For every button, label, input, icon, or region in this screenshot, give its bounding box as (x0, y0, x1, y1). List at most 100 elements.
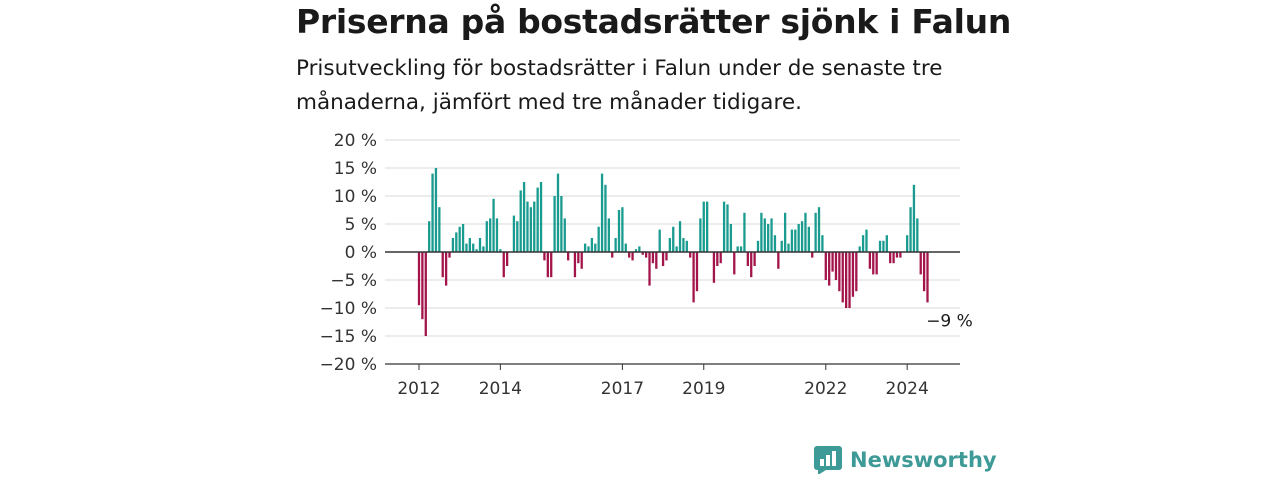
bar (428, 221, 431, 252)
bar (604, 184, 607, 252)
bar (794, 229, 797, 252)
bar (790, 229, 794, 252)
bar (434, 168, 438, 252)
bar (892, 252, 895, 264)
bar (468, 238, 471, 252)
y-axis: 20 % 15 % 10 % 5 % 0 % −5 % −10 % −15 % −20 % (320, 131, 377, 375)
bar (478, 238, 482, 252)
bar (767, 224, 770, 252)
bar (689, 252, 692, 258)
bar (763, 218, 766, 252)
bar (567, 252, 570, 261)
bar (641, 252, 644, 255)
bar (543, 252, 546, 261)
bar (553, 196, 556, 252)
bar (872, 252, 875, 275)
bar (431, 173, 434, 252)
bar (621, 207, 624, 252)
bar (661, 252, 665, 266)
bar (756, 240, 760, 252)
bar (526, 201, 529, 252)
y-tick-label: 10 % (334, 187, 377, 207)
bar (824, 252, 827, 280)
bar (536, 187, 539, 252)
bar (722, 201, 726, 252)
x-tick-label: 2012 (397, 379, 440, 399)
bar (563, 218, 566, 252)
x-tick-label: 2019 (682, 379, 725, 399)
bar (668, 238, 672, 252)
bar (590, 238, 594, 252)
x-axis: 2012 2014 2017 2019 2022 2024 (397, 364, 929, 399)
bar (512, 215, 516, 252)
y-tick-label: −10 % (320, 299, 377, 319)
bar (922, 252, 926, 292)
bar (753, 252, 756, 266)
bar (885, 235, 888, 252)
bar (783, 212, 787, 252)
bar (421, 252, 424, 320)
y-tick-label: −5 % (330, 271, 377, 291)
bar (648, 252, 651, 286)
bar (865, 229, 868, 252)
bar (607, 218, 610, 252)
bar (451, 238, 455, 252)
bar (475, 249, 478, 252)
y-tick-label: −20 % (320, 355, 377, 375)
bar (899, 252, 902, 258)
bar (844, 252, 848, 308)
bar (522, 182, 526, 252)
bar (489, 218, 492, 252)
bar (556, 173, 560, 252)
bar (706, 201, 709, 252)
bar (831, 252, 834, 272)
bar (631, 252, 634, 261)
bar (573, 252, 577, 278)
bar (546, 252, 549, 278)
bar (417, 252, 421, 306)
bar (577, 252, 580, 264)
bar (838, 252, 841, 292)
bar (672, 226, 675, 252)
brand-logo: Newsworthy (814, 446, 997, 474)
bar (743, 212, 746, 252)
bar (482, 246, 485, 252)
bar (692, 252, 695, 303)
bar (787, 243, 790, 252)
bar (675, 246, 678, 252)
bar (800, 221, 804, 252)
bar (583, 243, 587, 252)
bar (458, 226, 461, 252)
bar (851, 252, 855, 297)
bar (505, 252, 509, 266)
x-tick-label: 2024 (886, 379, 929, 399)
bar (485, 221, 488, 252)
bar (797, 224, 800, 252)
bar (438, 207, 441, 252)
bar (465, 243, 468, 252)
y-tick-label: 15 % (334, 159, 377, 179)
bar (665, 252, 668, 261)
bar (834, 252, 838, 280)
bar (858, 246, 861, 252)
y-tick-label: 0 % (345, 243, 377, 263)
bar (828, 252, 831, 286)
bar (878, 240, 882, 252)
bar (882, 240, 885, 252)
bar (868, 252, 872, 269)
bar (614, 238, 617, 252)
bar (644, 252, 648, 258)
bar (617, 210, 621, 252)
bar (424, 252, 427, 336)
bar (444, 252, 448, 286)
bar (750, 252, 753, 278)
bar (736, 246, 739, 252)
bar (807, 226, 810, 252)
bar (719, 252, 722, 264)
bar (461, 224, 465, 252)
bars (417, 168, 929, 336)
x-tick-label: 2017 (601, 379, 644, 399)
bar (699, 218, 702, 252)
x-tick-label: 2022 (804, 379, 847, 399)
bar (889, 252, 892, 264)
